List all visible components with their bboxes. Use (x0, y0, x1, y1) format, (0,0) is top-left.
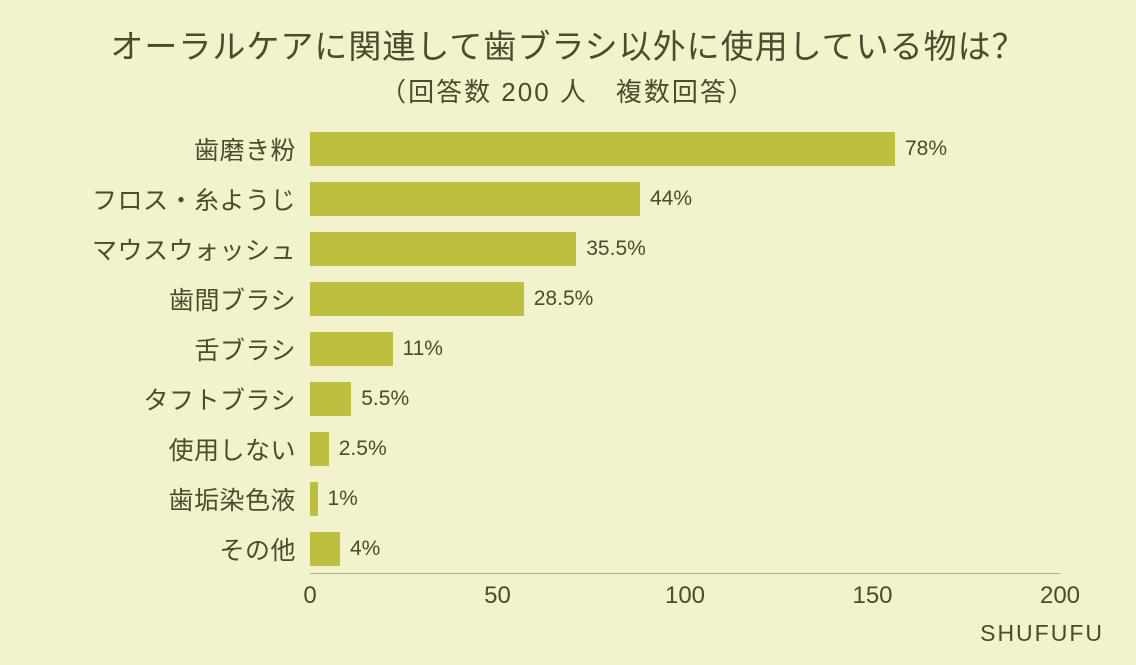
bar-row: 舌ブラシ11% (310, 324, 1060, 374)
bar-row: 歯間ブラシ28.5% (310, 274, 1060, 324)
bar (310, 382, 351, 416)
category-label: フロス・糸ようじ (92, 181, 310, 217)
value-label: 11% (403, 337, 443, 361)
category-label: マウスウォッシュ (92, 231, 310, 267)
x-tick: 0 (303, 582, 316, 610)
category-label: 歯間ブラシ (169, 281, 310, 317)
bar-row: マウスウォッシュ35.5% (310, 224, 1060, 274)
value-label: 5.5% (361, 387, 409, 411)
value-label: 2.5% (339, 437, 387, 461)
bar (310, 432, 329, 466)
category-label: 舌ブラシ (194, 331, 310, 367)
bar-row: 使用しない2.5% (310, 424, 1060, 474)
bar-row: 歯磨き粉78% (310, 124, 1060, 174)
value-label: 78% (905, 137, 947, 161)
bar (310, 532, 340, 566)
value-label: 35.5% (586, 237, 646, 261)
bar (310, 232, 576, 266)
x-tick: 150 (852, 582, 892, 610)
value-label: 28.5% (534, 287, 594, 311)
bar-row: フロス・糸ようじ44% (310, 174, 1060, 224)
x-tick: 100 (665, 582, 705, 610)
chart-subtitle: （回答数 200 人 複数回答） (0, 72, 1136, 109)
value-label: 44% (650, 187, 692, 211)
x-tick: 200 (1040, 582, 1080, 610)
bar (310, 182, 640, 216)
value-label: 4% (350, 537, 380, 561)
category-label: その他 (219, 531, 310, 567)
bar (310, 282, 524, 316)
bar-row: 歯垢染色液1% (310, 474, 1060, 524)
value-label: 1% (328, 487, 358, 511)
category-label: 使用しない (168, 431, 310, 467)
bar-row: タフトブラシ5.5% (310, 374, 1060, 424)
chart-page: オーラルケアに関連して歯ブラシ以外に使用している物は？ （回答数 200 人 複… (0, 0, 1136, 665)
footer-brand: SHUFUFU (980, 620, 1104, 647)
category-label: タフトブラシ (143, 381, 310, 417)
bar-chart: 050100150200歯磨き粉78%フロス・糸ようじ44%マウスウォッシュ35… (310, 124, 1060, 574)
category-label: 歯垢染色液 (168, 481, 310, 517)
chart-title: オーラルケアに関連して歯ブラシ以外に使用している物は？ (0, 20, 1136, 68)
bar (310, 132, 895, 166)
bar (310, 482, 318, 516)
bar (310, 332, 393, 366)
x-tick: 50 (484, 582, 511, 610)
category-label: 歯磨き粉 (194, 131, 310, 167)
bar-row: その他4% (310, 524, 1060, 574)
